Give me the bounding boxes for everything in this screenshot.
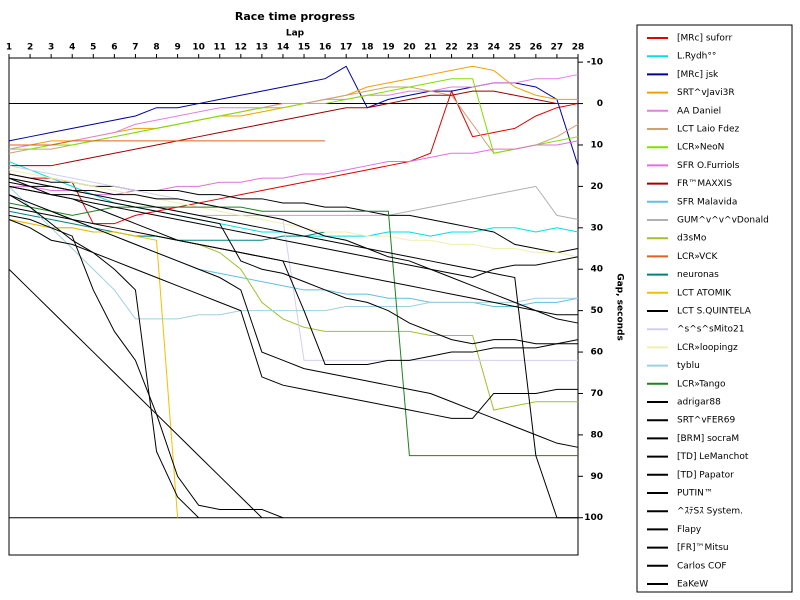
x-tick-label: 20 bbox=[403, 43, 416, 53]
legend-label: [MRc] jsk bbox=[677, 70, 719, 80]
legend-label: LCR»NeoN bbox=[677, 143, 724, 153]
series-line bbox=[8, 177, 578, 519]
legend-label: LCT S.QUINTELA bbox=[677, 307, 752, 317]
y-tick-label: -10 bbox=[587, 58, 603, 68]
legend-label: EaKeW bbox=[677, 580, 708, 590]
x-tick-label: 17 bbox=[340, 43, 353, 53]
x-tick-label: 5 bbox=[90, 43, 96, 53]
x-tick-label: 4 bbox=[69, 43, 75, 53]
series-line bbox=[8, 165, 578, 361]
legend-label: ^s^s^sMito21 bbox=[677, 325, 744, 335]
x-tick-label: 10 bbox=[192, 43, 205, 53]
legend-label: [TD] LeManchot bbox=[677, 452, 749, 462]
legend-label: PUTIN™ bbox=[677, 489, 713, 499]
legend-label: [TD] Papator bbox=[677, 470, 734, 480]
y-tick-label: 100 bbox=[584, 513, 603, 523]
y-tick-label: 90 bbox=[590, 472, 603, 482]
series-line bbox=[8, 89, 579, 225]
x-tick-label: 28 bbox=[572, 43, 585, 53]
x-tick-label: 1 bbox=[6, 43, 12, 53]
x-tick-label: 21 bbox=[424, 43, 437, 53]
y-tick-label: 60 bbox=[590, 348, 603, 358]
legend-label: Carlos COF bbox=[677, 561, 727, 571]
x-tick-label: 9 bbox=[174, 43, 180, 53]
legend-label: LCR»VCK bbox=[677, 252, 719, 262]
legend-label: L.Rydh°° bbox=[677, 52, 716, 62]
legend-label: LCR»loopingz bbox=[677, 343, 738, 353]
legend-box bbox=[636, 24, 793, 593]
x-tick-label: 2 bbox=[27, 43, 33, 53]
x-tick-label: 11 bbox=[213, 43, 226, 53]
x-tick-label: 24 bbox=[487, 43, 500, 53]
legend-label: [BRM] socraM bbox=[677, 434, 739, 444]
x-tick-label: 15 bbox=[298, 43, 311, 53]
x-tick-label: 14 bbox=[277, 43, 290, 53]
legend-label: FR™MAXXIS bbox=[677, 179, 732, 189]
legend-label: SRT^vFER69 bbox=[677, 416, 736, 426]
legend-label: neuronas bbox=[677, 270, 719, 280]
series-line bbox=[8, 194, 200, 519]
legend-label: d3sMo bbox=[677, 234, 707, 244]
series-line bbox=[8, 185, 579, 279]
series-line bbox=[9, 78, 579, 154]
legend-label: [MRc] suforr bbox=[677, 34, 732, 44]
x-tick-label: 19 bbox=[382, 43, 395, 53]
legend-label: GUM^v^v^vDonald bbox=[677, 216, 769, 226]
x-tick-label: 13 bbox=[256, 43, 269, 53]
series-line bbox=[8, 177, 578, 316]
y-tick-label: 70 bbox=[590, 389, 603, 399]
series-line bbox=[9, 140, 579, 196]
plot-area bbox=[8, 57, 579, 556]
x-tick-label: 26 bbox=[530, 43, 543, 53]
series-line bbox=[8, 206, 579, 365]
x-tick-label: 18 bbox=[361, 43, 374, 53]
x-tick-label: 8 bbox=[153, 43, 159, 53]
series-line bbox=[8, 185, 578, 345]
legend-label: SRT^vJavi3R bbox=[677, 88, 735, 98]
series-line bbox=[9, 90, 578, 167]
legend-label: ^ｽﾃSｽ System. bbox=[677, 506, 743, 517]
y-tick-label: 10 bbox=[590, 140, 603, 150]
y-tick-label: 40 bbox=[590, 265, 603, 275]
legend-label: [FR]™Mitsu bbox=[677, 543, 729, 553]
x-tick-label: 22 bbox=[445, 43, 458, 53]
y-axis-label: Gap, seconds bbox=[615, 273, 625, 341]
legend-label: SFR O.Furriols bbox=[677, 161, 740, 171]
series-line bbox=[8, 219, 179, 518]
x-tick-label: 25 bbox=[509, 43, 522, 53]
y-tick-label: 80 bbox=[590, 430, 603, 440]
legend-label: SFR Malavida bbox=[677, 197, 737, 207]
legend-label: LCT Laio Fdez bbox=[677, 125, 739, 135]
legend-label: Flapy bbox=[677, 525, 702, 535]
series-line bbox=[8, 181, 579, 324]
x-tick-label: 23 bbox=[466, 43, 479, 53]
series-line bbox=[8, 219, 578, 419]
y-tick-label: 0 bbox=[597, 99, 603, 109]
chart-title: Race time progress bbox=[235, 10, 356, 23]
legend-label: tyblu bbox=[677, 361, 700, 371]
legend-label: adrigar88 bbox=[677, 398, 721, 408]
series-line bbox=[9, 140, 326, 146]
y-tick-label: 30 bbox=[590, 223, 603, 233]
series-line bbox=[8, 214, 284, 519]
x-tick-label: 27 bbox=[551, 43, 564, 53]
x-tick-label: 12 bbox=[235, 43, 248, 53]
series-line bbox=[8, 268, 263, 519]
legend-label: LCR»Tango bbox=[677, 379, 726, 389]
legend-label: LCT ATOMIK bbox=[677, 288, 732, 298]
x-tick-label: 6 bbox=[111, 43, 117, 53]
x-tick-label: 7 bbox=[132, 43, 138, 53]
series-line bbox=[8, 169, 579, 258]
series-line bbox=[8, 202, 578, 457]
series-line bbox=[8, 194, 579, 448]
legend-label: AA Daniel bbox=[677, 106, 721, 116]
x-tick-label: 16 bbox=[319, 43, 332, 53]
x-tick-label: 3 bbox=[48, 43, 54, 53]
x-axis-label: Lap bbox=[286, 29, 305, 39]
series-line bbox=[8, 186, 578, 320]
y-tick-label: 50 bbox=[590, 306, 603, 316]
series-line bbox=[8, 173, 579, 254]
y-tick-label: 20 bbox=[590, 182, 603, 192]
